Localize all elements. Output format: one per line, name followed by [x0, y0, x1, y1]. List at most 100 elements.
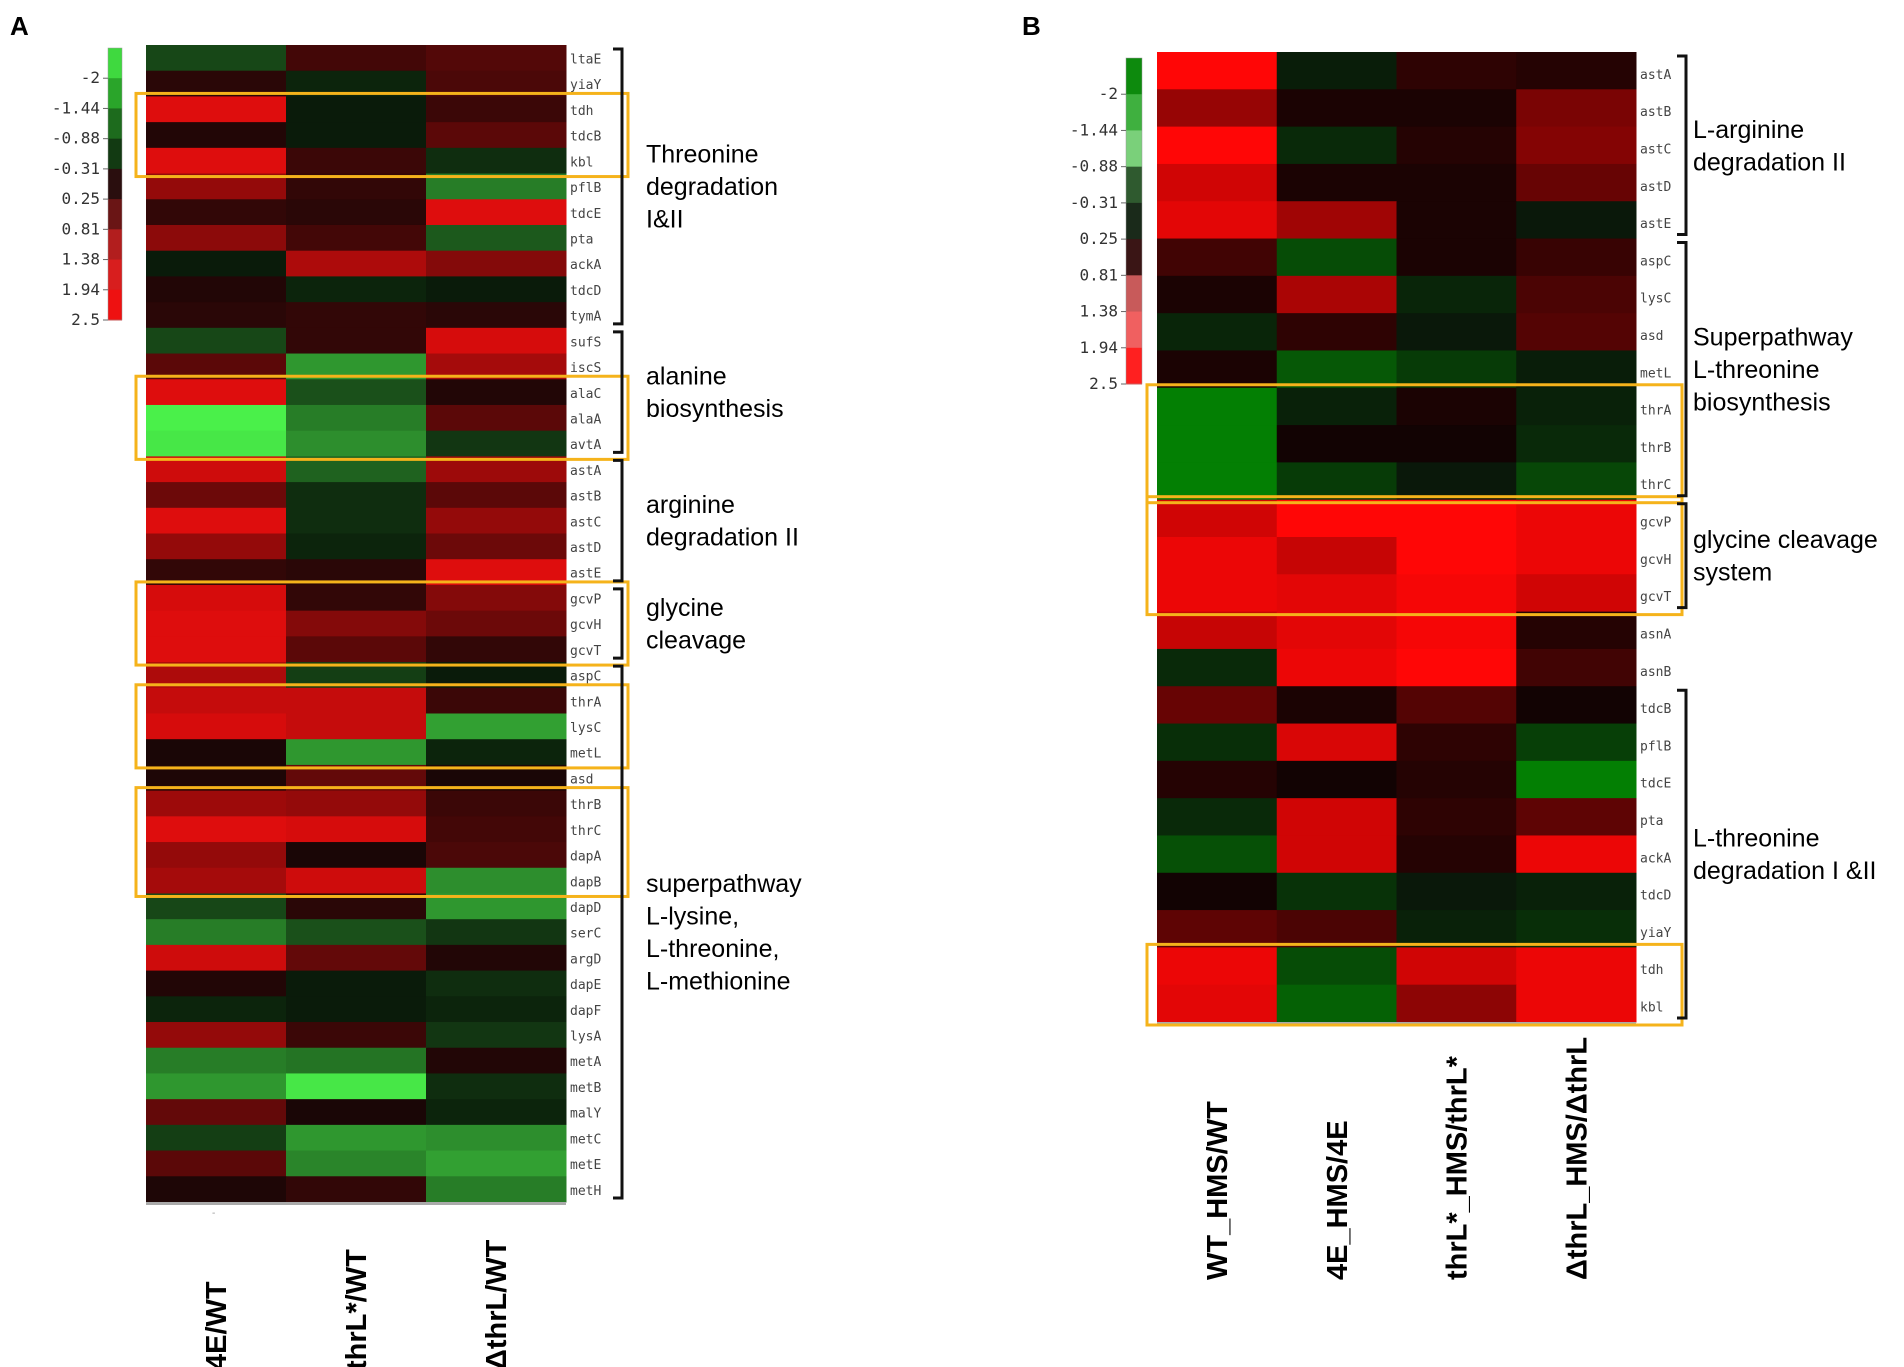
heatmap-cell-dapF-2: [286, 996, 427, 1023]
heatmap-cell-malY-2: [286, 1099, 427, 1126]
heatmap-cell-pta-3: [426, 224, 567, 252]
gene-label: kbl: [570, 155, 593, 170]
heatmap-cell-thrA-2: [286, 687, 427, 714]
highlight-box: [134, 374, 630, 461]
gene-label: asd: [1640, 329, 1663, 344]
gene-label: gcvH: [570, 618, 601, 633]
gene-label: lysC: [1640, 292, 1671, 307]
group-label: alanine: [646, 363, 727, 391]
heatmap-cell-kbl-2: [1276, 984, 1397, 1023]
legend-swatch: [1126, 275, 1142, 313]
gene-label: tdh: [570, 104, 593, 119]
legend-swatch: [1126, 202, 1142, 240]
heatmap-cell-thrC-3: [426, 816, 567, 843]
gene-label: pta: [1640, 814, 1663, 829]
heatmap-cell-metC-3: [426, 1124, 567, 1152]
heatmap-cell-yiaY-3: [1396, 910, 1517, 948]
gene-label: tdcB: [1640, 702, 1671, 717]
group-label: L-arginine: [1693, 116, 1804, 144]
legend-swatch: [108, 199, 122, 230]
gene-label: metC: [570, 1132, 601, 1147]
heatmap-cell-gcvH-1: [1157, 537, 1278, 575]
legend-tick-label: -2: [1099, 84, 1118, 103]
heatmap-cell-gcvT-3: [426, 636, 567, 663]
heatmap-cell-gcvP-2: [1276, 499, 1397, 538]
color-legend: -2 -1.44 -0.88 -0.31 0.25 0.81 1.38 1.94 2.5: [52, 47, 123, 329]
heatmap-cell-pflB-1: [1157, 723, 1278, 762]
legend-swatch: [1126, 239, 1142, 276]
legend-tick-label: 0.25: [61, 189, 100, 208]
heatmap-cell-metC-2: [286, 1124, 427, 1152]
highlight-box: [134, 580, 630, 667]
heatmap-cell-asd-3: [1396, 313, 1517, 351]
heatmap-cell-sufS-3: [426, 327, 567, 355]
heatmap-cell-thrB-2: [286, 790, 427, 817]
heatmap-cell-dapE-3: [426, 970, 567, 997]
heatmap-cell-metA-1: [146, 1047, 287, 1074]
gene-label: yiaY: [1640, 926, 1671, 941]
heatmap-cell-astA-3: [1396, 52, 1517, 90]
column-label: WT_HMS/WT: [1202, 1101, 1234, 1280]
group-label: L-threonine: [1693, 356, 1819, 384]
gene-label: gcvP: [570, 592, 601, 607]
heatmap-cell-ltaE-3: [426, 45, 567, 72]
heatmap-cell-tdcB-1: [146, 122, 287, 149]
gene-label: metL: [570, 747, 601, 762]
heatmap-cell-ltaE-2: [286, 45, 427, 72]
column-label: thrL*/WT: [341, 1249, 373, 1367]
heatmap-cell-dapE-2: [286, 970, 427, 997]
gene-label: ackA: [1640, 851, 1671, 866]
heatmap-cell-asnA-1: [1157, 611, 1278, 650]
heatmap-cell-lysC-3: [1396, 275, 1517, 314]
legend-tick-label: 1.38: [61, 250, 100, 269]
heatmap-cell-astB-3: [1396, 89, 1517, 128]
gene-label: ltaE: [570, 53, 601, 68]
gene-label: astE: [1640, 217, 1671, 232]
legend-swatch: [1126, 166, 1142, 204]
heatmap-cell-thrB-4: [1516, 425, 1637, 463]
gene-label: avtA: [570, 438, 601, 453]
gene-label: thrC: [1640, 478, 1671, 493]
gene-label: tdcB: [570, 130, 601, 145]
heatmap-cell-gcvH-3: [1396, 537, 1517, 575]
gene-label: astE: [570, 567, 601, 582]
heatmap-cell-astE-4: [1516, 201, 1637, 240]
legend-swatch: [108, 289, 122, 321]
gene-label: sufS: [570, 335, 601, 350]
gene-label: astA: [570, 464, 601, 479]
group-bracket: [1677, 54, 1688, 237]
gene-label: malY: [570, 1107, 601, 1122]
heatmap-cell-tdcD-1: [1157, 872, 1278, 911]
gene-label: metL: [1640, 366, 1671, 381]
heatmap-cell-tdcE-3: [426, 199, 567, 226]
heatmap-cell-pflB-4: [1516, 723, 1637, 762]
gene-label: astA: [1640, 68, 1671, 83]
gene-label: dapB: [570, 875, 601, 890]
gene-label: gcvH: [1640, 553, 1671, 568]
group-label: glycine cleavage: [1693, 526, 1878, 554]
gene-label: tdcE: [570, 207, 601, 222]
gene-label: pflB: [570, 181, 601, 196]
gene-label: gcvT: [570, 644, 601, 659]
heatmap-cell-serC-2: [286, 919, 427, 946]
heatmap-cell-yiaY-4: [1516, 910, 1637, 948]
heatmap-cell-metE-1: [146, 1150, 287, 1177]
gene-label: alaC: [570, 387, 601, 402]
heatmap-cell-alaC-3: [426, 379, 567, 406]
heatmap-cell-gcvT-1: [146, 636, 287, 663]
legend-frame: [107, 47, 123, 321]
heatmap-cell-lysC-1: [146, 713, 287, 740]
legend-swatch: [108, 138, 122, 170]
heatmap-cell-avtA-3: [426, 430, 567, 457]
heatmap-cell-malY-3: [426, 1099, 567, 1126]
highlight-box: [134, 91, 630, 179]
heatmap-cell-metB-2: [286, 1073, 427, 1100]
gene-label: lysA: [570, 1030, 601, 1045]
heatmap-cell-dapB-2: [286, 867, 427, 894]
heatmap-cell-tdcB-2: [1276, 686, 1397, 725]
heatmap-cell-malY-1: [146, 1099, 287, 1126]
legend-swatch: [108, 48, 122, 79]
heatmap-cell-gcvP-4: [1516, 499, 1637, 538]
heatmap-cell-tdcB-1: [1157, 686, 1278, 725]
gene-label: gcvT: [1640, 590, 1671, 605]
